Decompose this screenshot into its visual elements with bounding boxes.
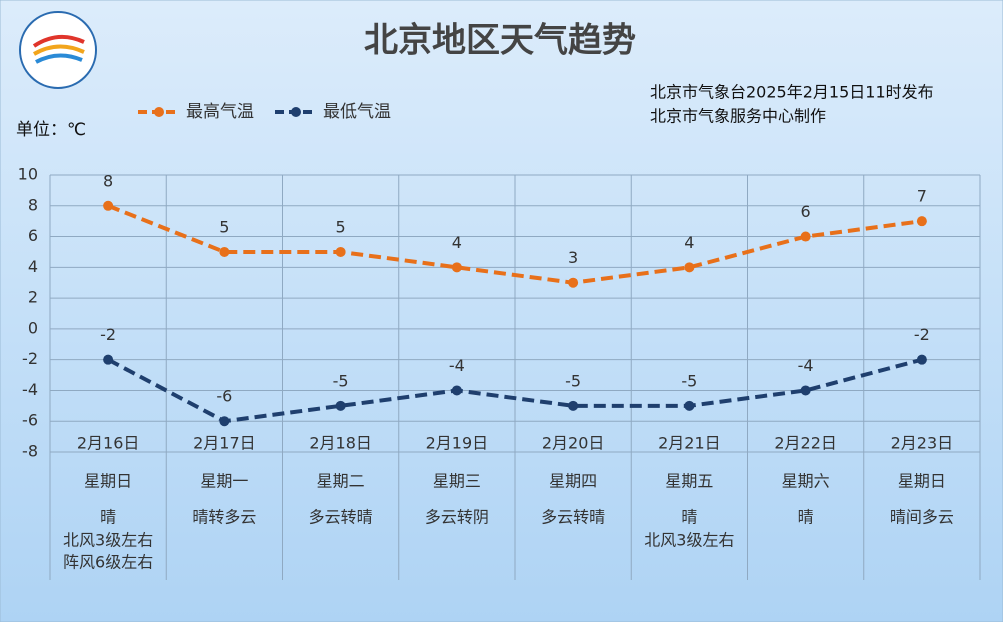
unit-label: 单位：℃	[16, 120, 86, 140]
data-label: 5	[219, 217, 229, 236]
weather-label: 多云转晴	[541, 508, 605, 527]
y-tick-label: 2	[28, 288, 38, 307]
y-tick-label: 8	[28, 195, 38, 214]
data-label: 8	[103, 171, 113, 190]
y-tick-label: 4	[28, 257, 38, 276]
y-tick-label: -2	[22, 349, 38, 368]
date-label: 2月20日	[542, 434, 605, 453]
wind-label: 北风3级左右	[644, 531, 734, 550]
point	[103, 354, 114, 365]
data-label: -6	[216, 387, 232, 406]
point	[800, 385, 811, 396]
point	[335, 246, 346, 257]
y-tick-label: -6	[22, 411, 38, 430]
weekday-label: 星期四	[549, 472, 597, 491]
weekday-label: 星期三	[433, 472, 481, 491]
point	[800, 231, 811, 242]
point	[684, 400, 695, 411]
point	[335, 400, 346, 411]
data-label: -5	[681, 371, 697, 390]
point	[451, 385, 462, 396]
weekday-label: 星期一	[200, 472, 248, 491]
legend-marker	[291, 107, 301, 117]
data-label: 7	[917, 187, 927, 206]
date-label: 2月23日	[891, 434, 954, 453]
data-label: 3	[568, 248, 578, 267]
weather-label: 晴	[681, 508, 697, 527]
data-label: 4	[684, 233, 694, 252]
point	[219, 246, 230, 257]
point	[916, 354, 927, 365]
logo	[19, 11, 97, 89]
point	[568, 400, 579, 411]
weekday-label: 星期日	[84, 472, 132, 491]
weather-label: 晴间多云	[890, 508, 954, 527]
point	[568, 277, 579, 288]
point	[103, 200, 114, 211]
issuer: 北京市气象服务中心制作	[650, 107, 826, 126]
data-label: 5	[336, 217, 346, 236]
data-label: -5	[333, 371, 349, 390]
date-label: 2月16日	[77, 434, 140, 453]
date-label: 2月19日	[426, 434, 489, 453]
date-label: 2月22日	[774, 434, 837, 453]
weekday-label: 星期二	[317, 472, 365, 491]
legend-marker	[154, 107, 164, 117]
data-label: -5	[565, 371, 581, 390]
date-label: 2月18日	[309, 434, 372, 453]
legend-label: 最低气温	[323, 102, 391, 122]
series-line	[107, 203, 923, 285]
data-label: -2	[100, 325, 116, 344]
y-tick-label: -8	[22, 442, 38, 461]
legend-label: 最高气温	[186, 102, 254, 122]
issuer: 北京市气象台2025年2月15日11时发布	[650, 83, 934, 102]
data-label: -2	[914, 325, 930, 344]
point	[684, 262, 695, 273]
chart-title: 北京地区天气趋势	[364, 21, 636, 61]
weather-label: 晴	[798, 508, 814, 527]
weekday-label: 星期日	[898, 472, 946, 491]
series-line	[107, 357, 923, 424]
weather-label: 多云转晴	[309, 508, 373, 527]
wind-label: 阵风6级左右	[63, 553, 153, 572]
point	[916, 216, 927, 227]
data-label: 6	[801, 202, 811, 221]
wind-label: 北风3级左右	[63, 531, 153, 550]
y-tick-label: -4	[22, 380, 38, 399]
point	[219, 416, 230, 427]
date-label: 2月21日	[658, 434, 721, 453]
weather-label: 多云转阴	[425, 508, 489, 527]
weather-label: 晴	[100, 508, 116, 527]
date-label: 2月17日	[193, 434, 256, 453]
weekday-label: 星期五	[665, 472, 713, 491]
weekday-label: 星期六	[782, 472, 830, 491]
weather-label: 晴转多云	[192, 508, 256, 527]
data-label: -4	[798, 356, 814, 375]
data-label: 4	[452, 233, 462, 252]
y-tick-label: 0	[28, 318, 38, 337]
y-tick-label: 6	[28, 226, 38, 245]
point	[451, 262, 462, 273]
y-tick-label: 10	[18, 165, 38, 184]
data-label: -4	[449, 356, 465, 375]
